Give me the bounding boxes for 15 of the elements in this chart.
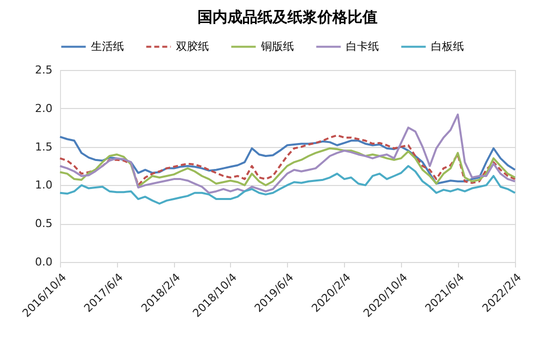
y-tick-label: 0.5 (35, 217, 52, 230)
chart-title: 国内成品纸及纸浆价格比值 (198, 8, 378, 26)
legend-label: 铜版纸 (260, 40, 294, 53)
legend-label: 双胶纸 (176, 40, 209, 53)
y-tick-label: 1.0 (35, 178, 52, 192)
line-series (59, 147, 516, 188)
y-tick-label: 0.0 (35, 256, 52, 268)
line-series (59, 165, 516, 205)
legend-label: 白卡纸 (346, 40, 379, 53)
legend-label: 生活纸 (91, 40, 124, 53)
line-series (59, 114, 516, 194)
y-tick-label: 1.5 (35, 140, 52, 154)
y-tick-label: 2.5 (35, 64, 52, 76)
legend-label: 白板纸 (431, 40, 464, 53)
y-tick-label: 2.0 (35, 102, 52, 115)
